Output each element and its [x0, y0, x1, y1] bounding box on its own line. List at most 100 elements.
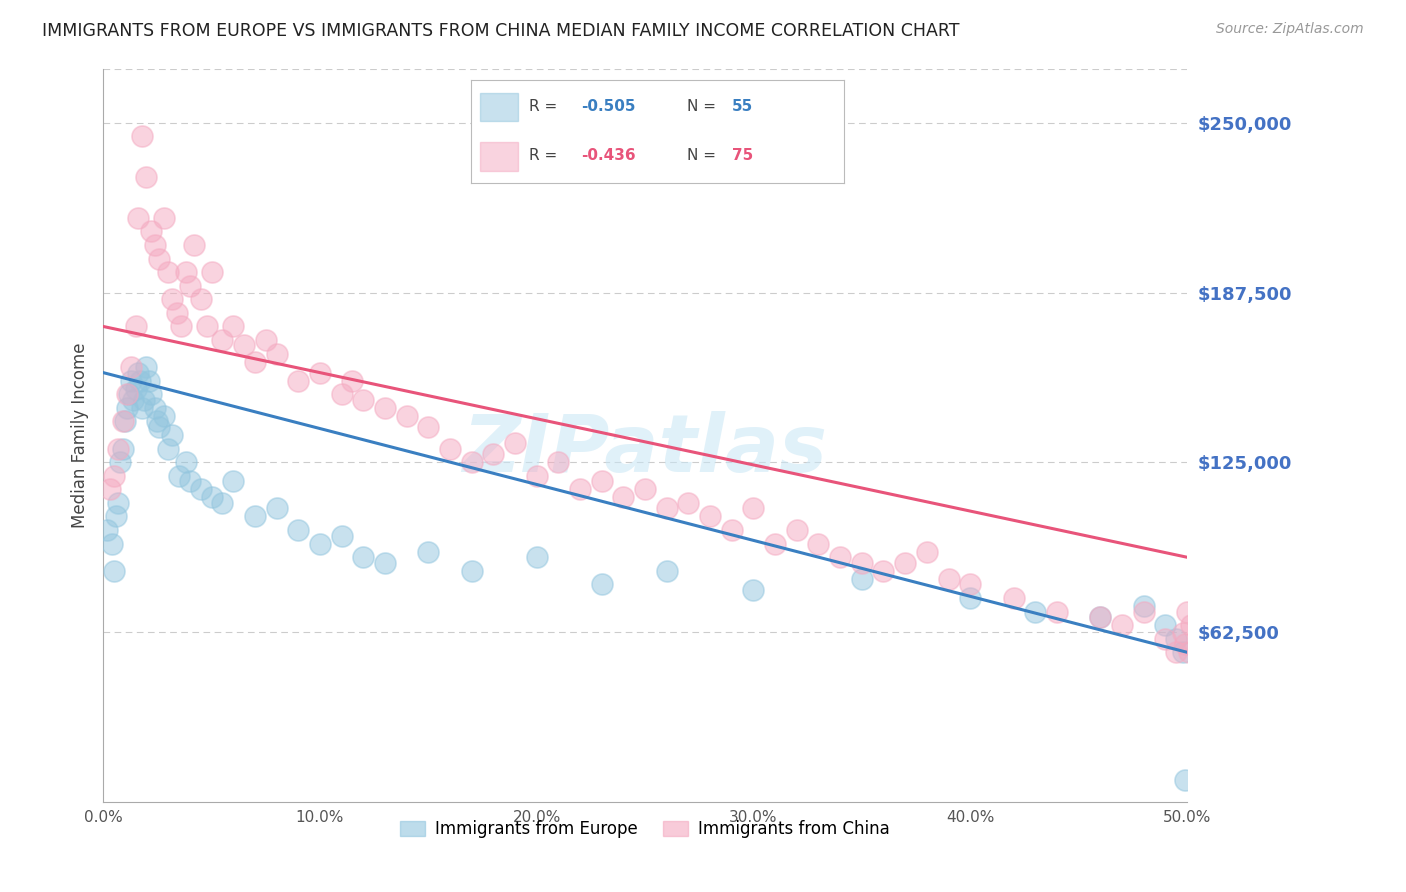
Point [352, 392, 374, 407]
Point [266, 501, 288, 516]
Point [569, 483, 592, 497]
FancyBboxPatch shape [481, 93, 517, 121]
Point [105, 509, 128, 524]
Point [131, 401, 153, 415]
Text: N =: N = [688, 99, 721, 114]
Point [124, 382, 146, 396]
Point [786, 523, 808, 537]
Point [211, 333, 233, 347]
Point [254, 333, 277, 347]
Point [526, 468, 548, 483]
Point [135, 360, 157, 375]
Point [166, 306, 188, 320]
Point [352, 550, 374, 565]
Point [153, 409, 176, 423]
Point [118, 387, 141, 401]
Point [830, 550, 852, 565]
Point [1166, 645, 1188, 659]
Point [103, 468, 125, 483]
Point [190, 483, 212, 497]
Point [309, 366, 332, 380]
Point [1090, 610, 1112, 624]
Point [200, 265, 222, 279]
Point [959, 577, 981, 591]
Point [894, 556, 917, 570]
Point [1111, 618, 1133, 632]
Point [157, 442, 180, 456]
Point [1024, 605, 1046, 619]
Point [1166, 632, 1188, 646]
Point [1132, 599, 1154, 613]
Point [101, 536, 124, 550]
Text: Source: ZipAtlas.com: Source: ZipAtlas.com [1216, 22, 1364, 37]
Text: ZIPatlas: ZIPatlas [463, 410, 828, 489]
Point [655, 501, 678, 516]
Point [591, 474, 613, 488]
Point [135, 170, 157, 185]
Point [655, 564, 678, 578]
Text: R =: R = [529, 148, 562, 163]
Point [309, 536, 332, 550]
Point [127, 366, 149, 380]
Point [1132, 605, 1154, 619]
Point [120, 374, 142, 388]
Point [1090, 610, 1112, 624]
Point [153, 211, 176, 225]
Point [200, 491, 222, 505]
Point [139, 224, 162, 238]
Point [115, 401, 138, 415]
Point [1171, 626, 1194, 640]
Point [330, 528, 353, 542]
Point [96, 523, 118, 537]
Point [720, 523, 742, 537]
Point [162, 293, 184, 307]
Point [938, 572, 960, 586]
Point [418, 420, 440, 434]
Text: 55: 55 [733, 99, 754, 114]
Point [374, 401, 396, 415]
Point [167, 468, 190, 483]
Point [138, 374, 160, 388]
Point [111, 415, 134, 429]
Point [1154, 632, 1177, 646]
Point [143, 238, 166, 252]
Point [266, 346, 288, 360]
Point [742, 582, 765, 597]
Point [107, 442, 129, 456]
Point [287, 374, 309, 388]
Point [179, 278, 201, 293]
Point [460, 455, 482, 469]
Point [148, 420, 170, 434]
Text: 75: 75 [733, 148, 754, 163]
Text: N =: N = [688, 148, 721, 163]
Point [503, 436, 526, 450]
Point [183, 238, 205, 252]
Point [1180, 618, 1202, 632]
Point [174, 455, 197, 469]
Point [342, 374, 364, 388]
Point [1174, 772, 1197, 787]
Point [807, 536, 830, 550]
Point [1171, 645, 1194, 659]
Point [139, 387, 162, 401]
Point [851, 572, 873, 586]
Point [98, 483, 121, 497]
Point [1174, 637, 1197, 651]
Point [330, 387, 353, 401]
Point [678, 496, 700, 510]
Point [287, 523, 309, 537]
Text: IMMIGRANTS FROM EUROPE VS IMMIGRANTS FROM CHINA MEDIAN FAMILY INCOME CORRELATION: IMMIGRANTS FROM EUROPE VS IMMIGRANTS FRO… [42, 22, 960, 40]
Point [222, 319, 245, 334]
Point [1046, 605, 1069, 619]
Point [115, 387, 138, 401]
Point [127, 211, 149, 225]
Point [1175, 605, 1198, 619]
Point [110, 455, 132, 469]
Point [103, 564, 125, 578]
Point [872, 564, 894, 578]
Y-axis label: Median Family Income: Median Family Income [72, 343, 89, 528]
Point [134, 392, 156, 407]
Point [222, 474, 245, 488]
Point [243, 509, 266, 524]
Point [195, 319, 218, 334]
